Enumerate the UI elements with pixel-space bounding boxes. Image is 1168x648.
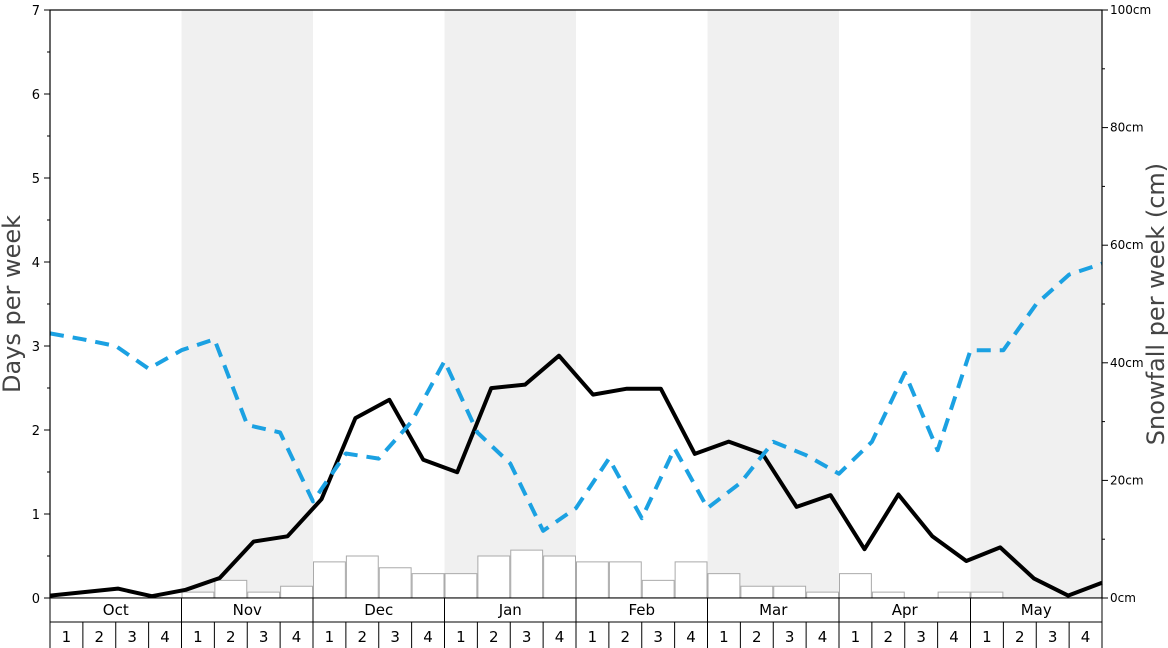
week-label: 4: [949, 628, 959, 646]
snowfall-bar: [937, 591, 971, 599]
month-shade-nov: [181, 10, 313, 598]
week-label: 3: [1048, 628, 1058, 646]
left-tick-label: 7: [32, 4, 40, 19]
week-label: 1: [851, 628, 861, 646]
snowfall-bar: [444, 573, 478, 599]
week-label: 3: [390, 628, 400, 646]
right-tick-label: 60cm: [1110, 238, 1144, 252]
week-label: 4: [292, 628, 302, 646]
left-tick-label: 0: [32, 592, 40, 607]
week-label: 1: [982, 628, 992, 646]
snowfall-bar: [641, 579, 675, 599]
week-label: 2: [489, 628, 499, 646]
snowfall-bar: [313, 561, 346, 599]
snowfall-bar: [608, 561, 642, 599]
snowfall-bar: [181, 591, 215, 599]
month-label-dec: Dec: [364, 601, 393, 619]
month-label-apr: Apr: [892, 601, 919, 619]
month-label-mar: Mar: [759, 601, 788, 619]
right-axis-title: Snowfall per week (cm): [1142, 163, 1168, 445]
snowfall-bar: [576, 561, 609, 599]
week-label: 4: [818, 628, 828, 646]
month-shade-mar: [707, 10, 839, 598]
week-label: 2: [752, 628, 762, 646]
month-label-row: Oct Nov Dec Jan Feb Mar Apr May: [49, 597, 1103, 623]
week-label-row: 1 2 3 4 1 2 3 4 1 2 3 4 1 2 3 4 1 2 3 4 1 2 3 4 1 2 3 4 1 2 3 4: [49, 621, 1103, 648]
snowfall-bar: [411, 573, 445, 599]
snowfall-bars: [181, 549, 1004, 599]
month-label-feb: Feb: [628, 601, 655, 619]
right-tick-label: 80cm: [1110, 121, 1144, 135]
month-shading: [181, 10, 1102, 598]
week-label: 1: [456, 628, 466, 646]
week-label: 2: [226, 628, 236, 646]
snowfall-bar: [247, 591, 281, 599]
snowfall-bar: [378, 567, 412, 599]
week-label: 3: [259, 628, 269, 646]
series-lines: [49, 261, 1103, 599]
month-label-oct: Oct: [103, 601, 129, 619]
left-tick-label: 6: [32, 88, 40, 103]
snowfall-bar: [970, 591, 1004, 599]
week-label: 4: [423, 628, 433, 646]
right-tick-label: 20cm: [1110, 473, 1144, 487]
week-label: 2: [621, 628, 631, 646]
week-label: 1: [193, 628, 203, 646]
snowfall-bar: [806, 591, 839, 599]
week-label: 2: [95, 628, 105, 646]
week-label: 4: [160, 628, 170, 646]
right-tick-label: 100cm: [1110, 3, 1151, 17]
snowfall-bar: [214, 579, 248, 599]
week-label: 3: [653, 628, 663, 646]
week-label: 2: [1015, 628, 1025, 646]
snowfall-bar: [477, 555, 511, 599]
week-label: 4: [555, 628, 565, 646]
snowfall-bar: [543, 555, 576, 599]
month-label-nov: Nov: [233, 601, 262, 619]
week-label: 4: [1081, 628, 1091, 646]
left-tick-label: 2: [32, 424, 40, 439]
right-axis-ticks: 0cm 20cm 40cm 60cm 80cm 100cm: [1102, 3, 1151, 605]
week-label: 1: [325, 628, 335, 646]
left-axis-ticks: 0 1 2 3 4 5 6 7: [32, 4, 50, 607]
month-shade-may: [970, 10, 1102, 598]
left-tick-label: 3: [32, 340, 40, 355]
week-label: 3: [127, 628, 137, 646]
snowfall-bar: [871, 591, 905, 599]
snowfall-bar: [280, 585, 313, 599]
month-label-jan: Jan: [498, 601, 522, 619]
month-shade-jan: [444, 10, 576, 598]
left-tick-label: 5: [32, 172, 40, 187]
week-label: 2: [358, 628, 368, 646]
right-tick-label: 0cm: [1110, 591, 1136, 605]
week-label: 1: [62, 628, 72, 646]
week-label: 3: [916, 628, 926, 646]
left-tick-label: 1: [32, 508, 40, 523]
snowfall-bar: [839, 573, 872, 599]
snowfall-bar: [345, 555, 379, 599]
left-tick-label: 4: [32, 256, 40, 271]
snowfall-bar: [510, 549, 544, 599]
week-label: 3: [785, 628, 795, 646]
snowfall-bar: [740, 585, 774, 599]
month-label-may: May: [1021, 601, 1052, 619]
week-label: 3: [522, 628, 532, 646]
snowfall-bar: [674, 561, 708, 599]
right-tick-label: 40cm: [1110, 356, 1144, 370]
left-axis-title: Days per week: [0, 215, 26, 393]
week-label: 2: [884, 628, 894, 646]
week-label: 4: [686, 628, 696, 646]
dashed-series-line: [49, 261, 1103, 533]
week-label: 1: [588, 628, 598, 646]
solid-series-line: [49, 353, 1103, 599]
snowfall-bar: [707, 573, 741, 599]
snowfall-bar: [773, 585, 807, 599]
week-label: 1: [719, 628, 729, 646]
